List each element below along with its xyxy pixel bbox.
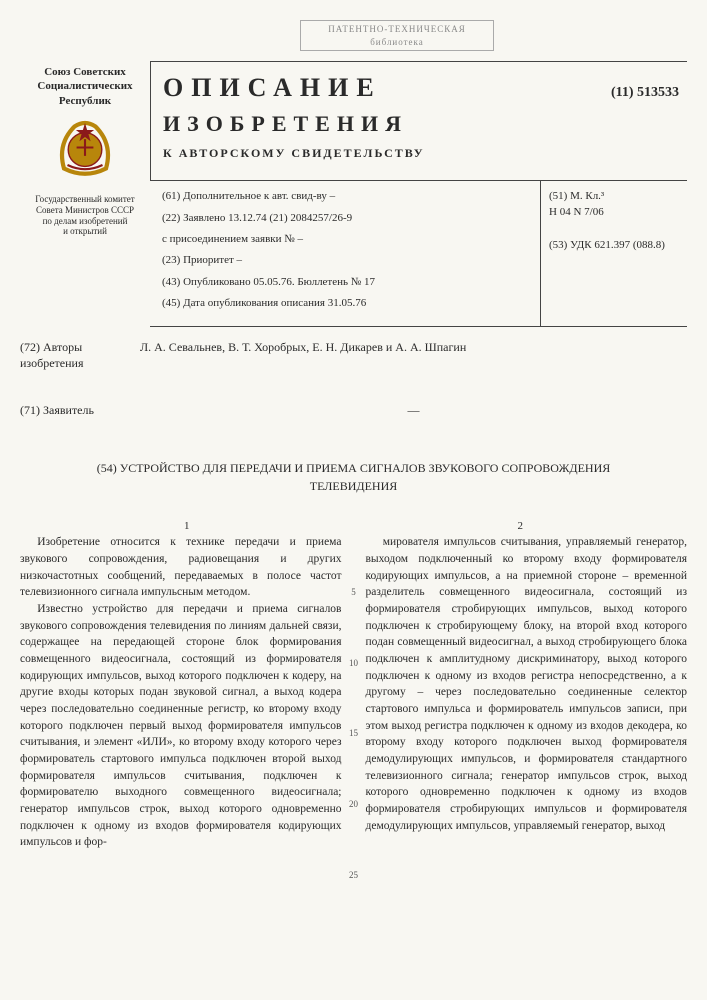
invention-title: (54) УСТРОЙСТВО ДЛЯ ПЕРЕДАЧИ И ПРИЕМА СИ… <box>60 459 647 495</box>
stamp-line: ПАТЕНТНО-ТЕХНИЧЕСКАЯ <box>307 23 487 36</box>
field-45: (45) Дата опубликования описания 31.05.7… <box>162 296 532 311</box>
field-22: (22) Заявлено 13.12.74 (21) 2084257/26-9 <box>162 211 532 226</box>
state-emblem-icon <box>50 116 120 186</box>
field-51-label: (51) М. Кл.³ <box>549 190 604 202</box>
field-23: (23) Приоритет – <box>162 253 532 268</box>
body-wrapper: Изобретение относится к технике передачи… <box>20 534 687 851</box>
issuer-line: Республик <box>20 94 150 108</box>
doc-subheading: ИЗОБРЕТЕНИЯ <box>163 109 679 140</box>
committee-line: по делам изобретений <box>20 216 150 227</box>
issuer-line: Союз Советских <box>20 65 150 79</box>
committee-line: Государственный комитет <box>20 194 150 205</box>
field-53-label: (53) УДК <box>549 239 592 251</box>
field-53-value: 621.397 (088.8) <box>594 239 665 251</box>
line-number: 25 <box>344 869 364 882</box>
body-para: Изобретение относится к технике передачи… <box>20 534 342 601</box>
line-number: 5 <box>344 586 364 599</box>
field-53: (53) УДК 621.397 (088.8) <box>549 238 679 253</box>
header: Союз Советских Социалистических Республи… <box>20 61 687 326</box>
field-61: (61) Дополнительное к авт. свид-ву – <box>162 189 532 204</box>
authors-row: (72) Авторы изобретения Л. А. Севальнев,… <box>20 339 687 373</box>
doc-number-value: 513533 <box>637 85 679 100</box>
stamp-line: библиотека <box>307 36 487 49</box>
issuer-line: Социалистических <box>20 79 150 93</box>
authors-value: Л. А. Севальнев, В. Т. Хоробрых, Е. Н. Д… <box>140 339 687 373</box>
doc-heading: ОПИСАНИЕ <box>163 70 611 106</box>
field-51: (51) М. Кл.³ H 04 N 7/06 <box>549 189 679 220</box>
body-para: мирователя импульсов считывания, управля… <box>366 534 688 834</box>
field-pris: с присоединением заявки № – <box>162 232 532 247</box>
issuer-block: Союз Советских Социалистических Республи… <box>20 61 150 326</box>
biblio-left: (61) Дополнительное к авт. свид-ву – (22… <box>150 181 541 325</box>
biblio-block: (61) Дополнительное к авт. свид-ву – (22… <box>150 180 687 326</box>
body-para: Известно устройство для передачи и прием… <box>20 601 342 851</box>
line-number: 20 <box>344 798 364 811</box>
column-numbers: 1 2 <box>20 519 687 534</box>
biblio-right: (51) М. Кл.³ H 04 N 7/06 (53) УДК 621.39… <box>541 181 687 325</box>
applicant-value: — <box>140 402 687 419</box>
doc-number-prefix: (11) <box>611 85 634 100</box>
title-block: ОПИСАНИЕ (11) 513533 ИЗОБРЕТЕНИЯ К АВТОР… <box>150 61 687 180</box>
doc-cert-line: К АВТОРСКОМУ СВИДЕТЕЛЬСТВУ <box>163 145 679 162</box>
committee-line: Совета Министров СССР <box>20 205 150 216</box>
colnum-left: 1 <box>20 519 354 534</box>
title-biblio-block: ОПИСАНИЕ (11) 513533 ИЗОБРЕТЕНИЯ К АВТОР… <box>150 61 687 326</box>
doc-number: (11) 513533 <box>611 83 679 103</box>
line-number-gutter: 5 10 15 20 25 <box>344 586 364 939</box>
committee-block: Государственный комитет Совета Министров… <box>20 194 150 237</box>
applicant-label: (71) Заявитель <box>20 402 140 419</box>
colnum-right: 2 <box>354 519 688 534</box>
library-stamp: ПАТЕНТНО-ТЕХНИЧЕСКАЯ библиотека <box>300 20 494 51</box>
applicant-row: (71) Заявитель — <box>20 402 687 419</box>
line-number: 15 <box>344 727 364 740</box>
line-number: 10 <box>344 657 364 670</box>
field-51-value: H 04 N 7/06 <box>549 206 604 218</box>
authors-label: (72) Авторы изобретения <box>20 339 140 373</box>
committee-line: и открытий <box>20 226 150 237</box>
field-43: (43) Опубликовано 05.05.76. Бюллетень № … <box>162 275 532 290</box>
